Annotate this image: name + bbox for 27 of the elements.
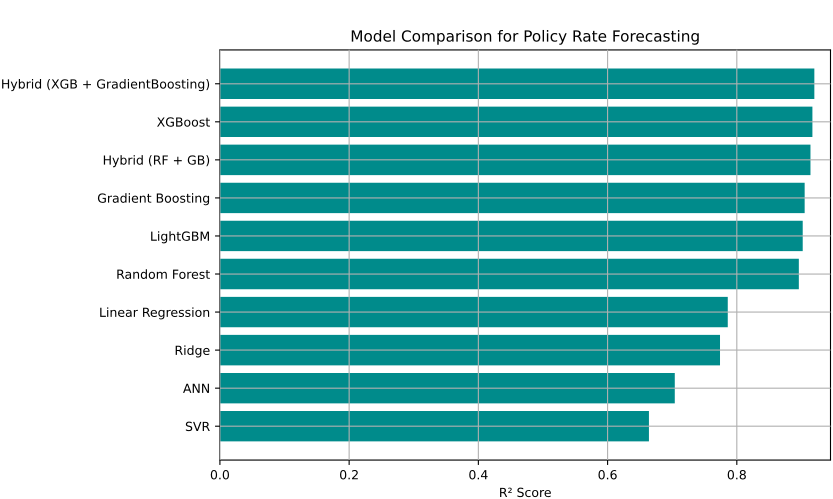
bar (220, 144, 810, 176)
x-tick-label: 0.8 (728, 470, 746, 480)
x-tick-label: 0.0 (210, 470, 230, 480)
y-tick-label: Gradient Boosting (98, 193, 210, 206)
x-tick-label: 0.2 (340, 470, 358, 480)
bar (220, 296, 728, 328)
y-tick-label: Hybrid (XGB + GradientBoosting) (2, 79, 210, 92)
chart-title: Model Comparison for Policy Rate Forecasting (352, 30, 699, 45)
bar (220, 258, 799, 290)
x-tick-label: 0.4 (469, 470, 488, 480)
y-tick-label: Ridge (176, 345, 210, 358)
y-tick-label: Hybrid (RF + GB) (104, 155, 210, 168)
bar (220, 182, 805, 214)
bar (220, 334, 720, 366)
bar (220, 372, 675, 404)
y-tick-label: LightGBM (151, 231, 209, 244)
bar (220, 106, 812, 138)
y-tick-label: ANN (183, 384, 209, 393)
y-tick-label: Random Forest (117, 269, 210, 279)
bar (220, 410, 649, 442)
x-tick-label: 0.6 (598, 470, 617, 480)
x-axis-title: R² Score (500, 488, 551, 498)
y-tick-label: XGBoost (157, 117, 210, 127)
bar (220, 220, 803, 252)
y-tick-label: SVR (186, 422, 210, 432)
bar (220, 68, 814, 99)
y-tick-label: Linear Regression (100, 307, 210, 320)
